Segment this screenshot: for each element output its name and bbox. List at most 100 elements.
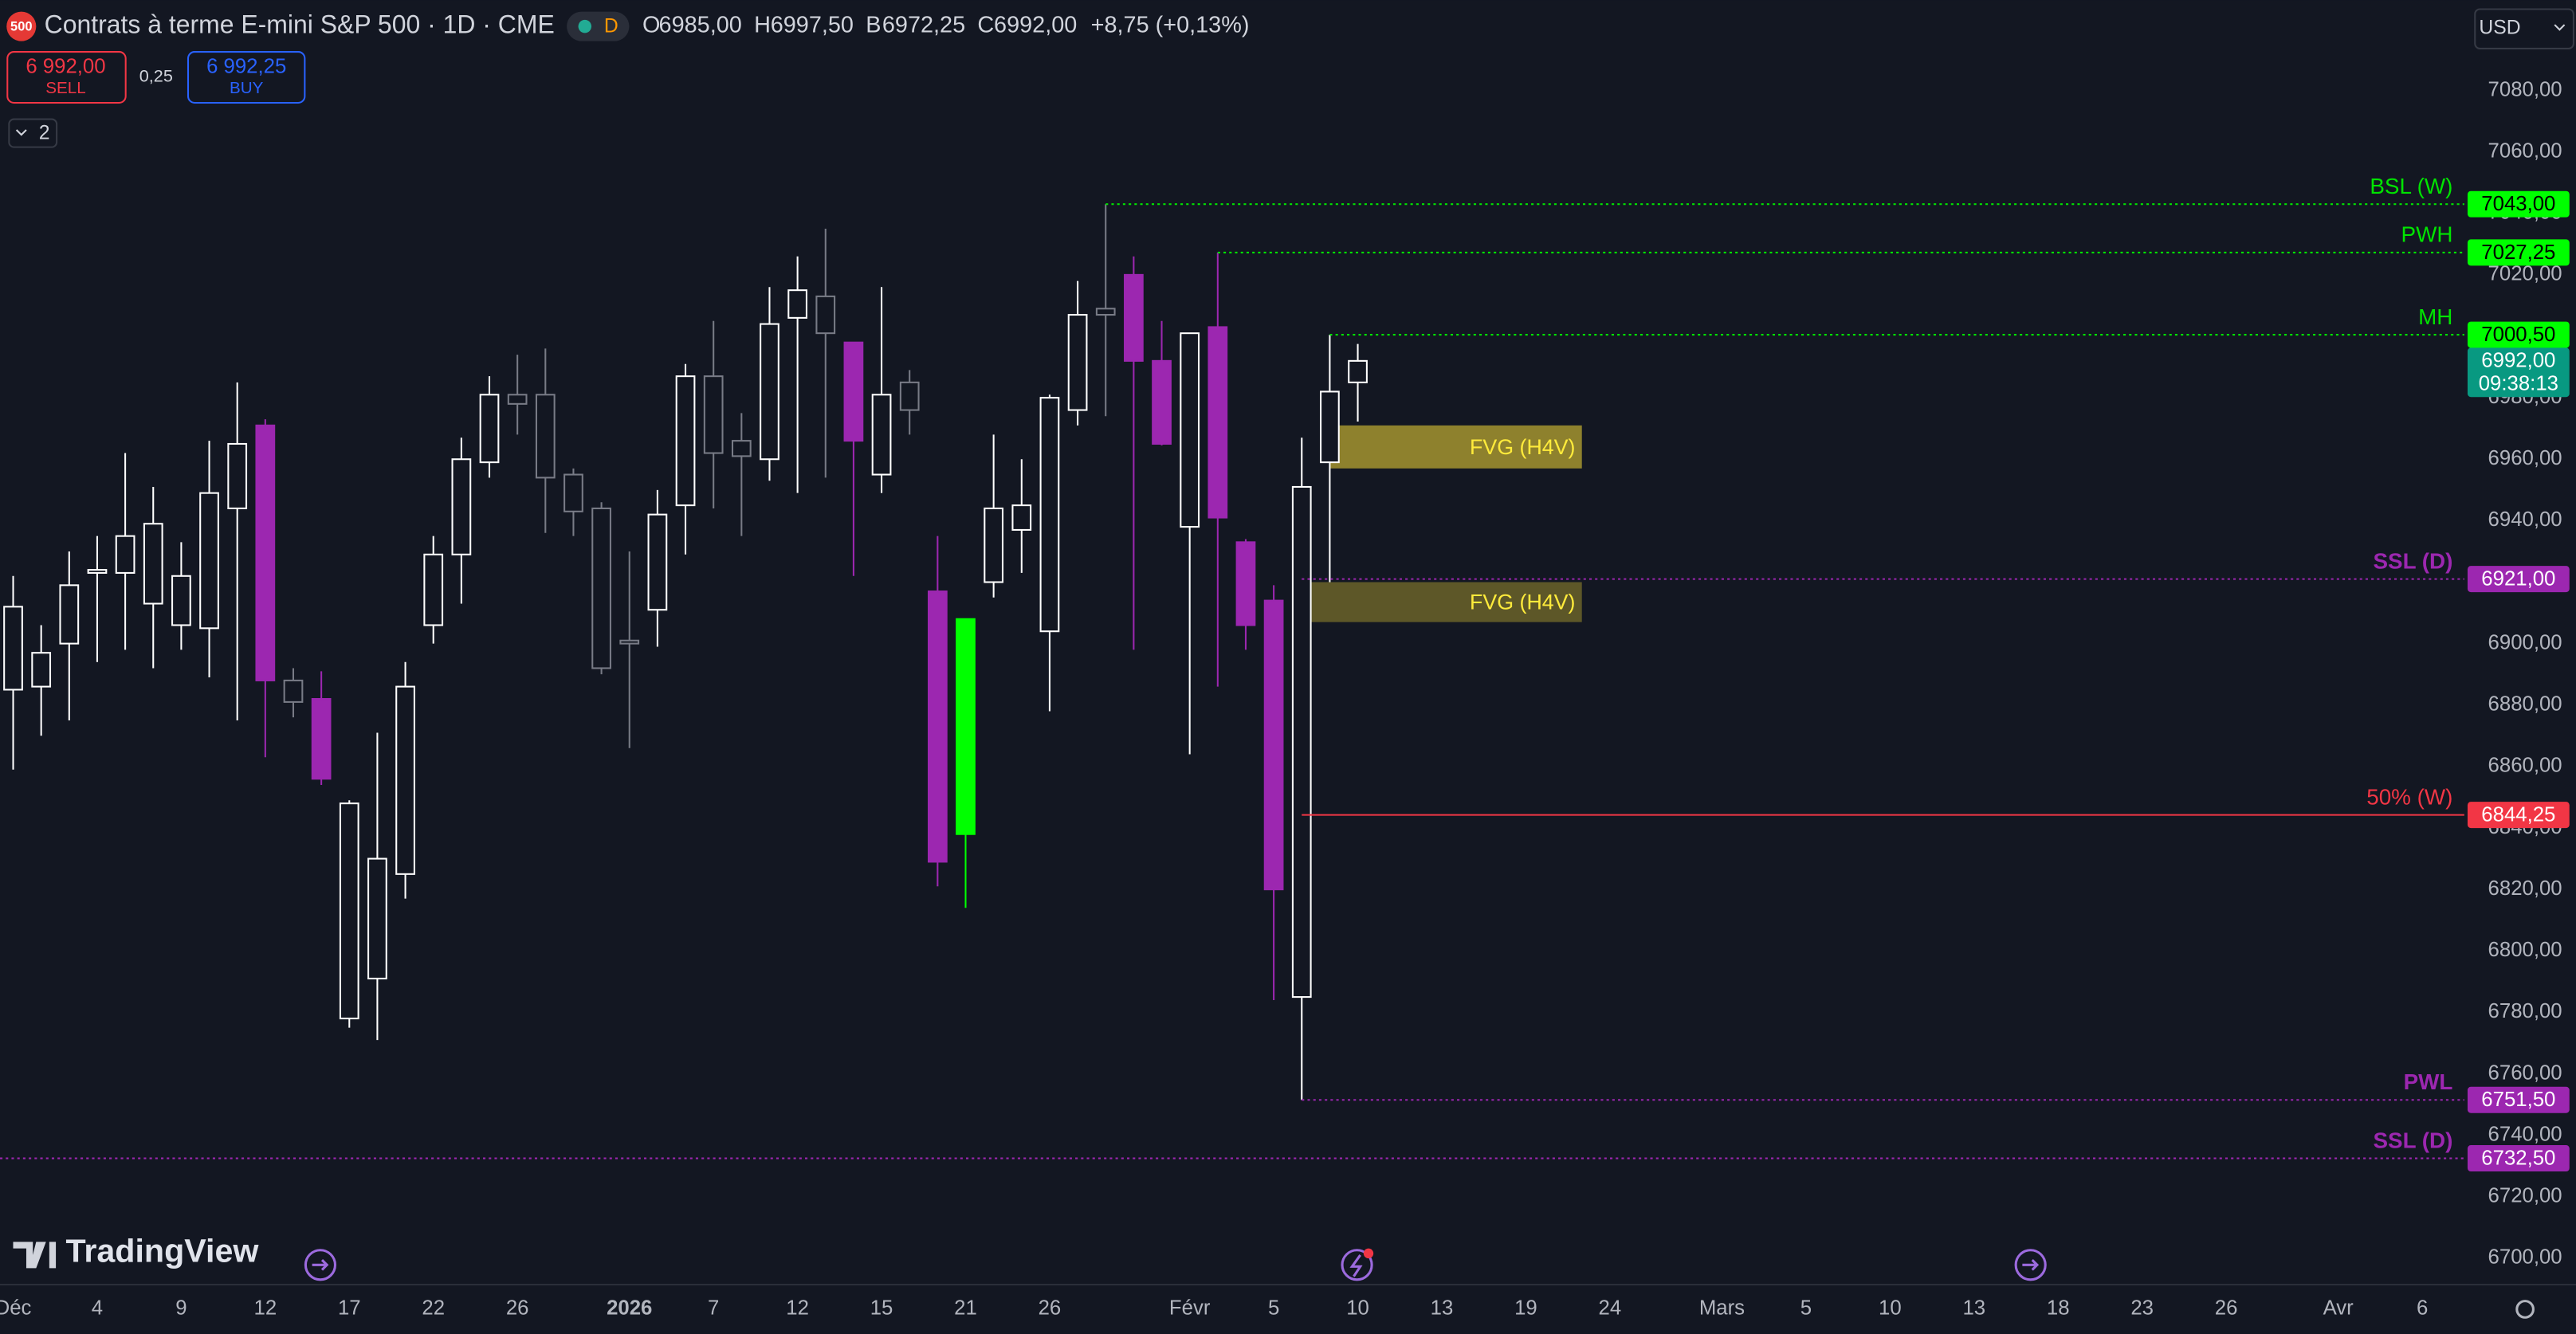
event-icon[interactable] xyxy=(2014,1249,2047,1281)
y-tick-label: 6760,00 xyxy=(2488,1061,2562,1084)
x-tick-label: 21 xyxy=(954,1297,977,1320)
candle-body xyxy=(1011,504,1032,531)
level-name: SSL (D) xyxy=(2373,548,2452,573)
ohlc-key: H xyxy=(754,13,771,38)
candle-body xyxy=(115,535,135,574)
candle-body xyxy=(815,295,836,335)
x-tick-label: 9 xyxy=(175,1297,187,1320)
candle-body xyxy=(255,424,276,681)
candle-body xyxy=(423,553,444,626)
candle-body xyxy=(227,442,248,509)
event-icons xyxy=(304,1249,2047,1281)
candle-body xyxy=(871,394,892,476)
x-tick-label: 26 xyxy=(2215,1297,2238,1320)
event-arrow xyxy=(2022,1259,2040,1271)
sell-button[interactable] xyxy=(6,51,127,104)
level-name: SSL (D) xyxy=(2373,1128,2452,1152)
y-tick-label: 6960,00 xyxy=(2488,447,2562,469)
symbol-badge[interactable] xyxy=(6,11,37,41)
event-bolt xyxy=(1349,1254,1363,1277)
level-name: 50% (W) xyxy=(2366,784,2452,809)
status-pill[interactable] xyxy=(567,11,630,41)
x-tick-label: 12 xyxy=(786,1297,809,1320)
level-price-label: 6844,25 xyxy=(2481,803,2555,826)
y-tick-label: 6780,00 xyxy=(2488,1000,2562,1022)
plot-area: FVG (H4V) FVG (H4V) BSL (W) PWH MH SSL (D) 50%… xyxy=(0,174,2464,1159)
candle-body xyxy=(1348,359,1368,383)
y-tick-label: 6700,00 xyxy=(2488,1246,2562,1269)
level-name: BSL (W) xyxy=(2370,174,2452,198)
level-price-label: 7027,25 xyxy=(2481,241,2555,264)
level-price-label: 6732,50 xyxy=(2481,1147,2555,1169)
x-tick-label: 6 xyxy=(2417,1297,2428,1320)
candle-body xyxy=(451,458,472,555)
candle-body xyxy=(3,606,23,691)
buy-button[interactable] xyxy=(187,51,306,104)
event-icon[interactable] xyxy=(1341,1249,1373,1281)
candle-body xyxy=(787,289,807,319)
x-tick-label: 5 xyxy=(1800,1297,1812,1320)
candle-body xyxy=(283,679,304,703)
level-name: PWL xyxy=(2404,1069,2453,1094)
ohlc-key: B xyxy=(866,13,881,38)
candle-body xyxy=(1180,332,1200,528)
chevron-icon xyxy=(15,129,27,136)
y-tick-label: 6940,00 xyxy=(2488,508,2562,531)
candle-body xyxy=(1124,273,1144,362)
x-tick-label: 23 xyxy=(2130,1297,2154,1320)
sell-price: 6 992,00 xyxy=(26,55,105,77)
candle-body xyxy=(564,473,583,512)
x-tick-label: 22 xyxy=(422,1297,445,1320)
x-tick-label: 18 xyxy=(2047,1297,2070,1320)
level-price-box xyxy=(2467,239,2570,266)
fvg-zone xyxy=(1302,582,1582,622)
level-price-box xyxy=(2467,190,2570,218)
buy-label: BUY xyxy=(230,79,264,97)
ohlc-key: O xyxy=(642,13,660,38)
x-tick-label: 7 xyxy=(708,1297,719,1320)
change-text: +8,75 (+0,13%) xyxy=(1091,13,1250,38)
candle-body xyxy=(1152,359,1172,445)
level-price-box xyxy=(2467,321,2570,348)
brand-logo xyxy=(13,1242,57,1269)
indicators-toggle[interactable] xyxy=(8,118,58,148)
status-dot xyxy=(578,19,592,33)
ohlc-value: 6992,00 xyxy=(994,13,1077,38)
status-text: D xyxy=(604,16,618,37)
candle-body xyxy=(1235,541,1256,626)
ohlc-key: C xyxy=(977,13,994,38)
event-icon[interactable] xyxy=(304,1249,337,1281)
x-tick-label: 12 xyxy=(254,1297,277,1320)
fvg-zone xyxy=(1329,425,1582,469)
currency-select[interactable] xyxy=(2474,8,2574,49)
fvg-label: FVG (H4V) xyxy=(1470,590,1575,614)
level-price-label: 6751,50 xyxy=(2481,1089,2555,1111)
candle-body xyxy=(591,507,611,669)
candle-body xyxy=(535,394,556,479)
candle-body xyxy=(507,394,528,405)
candle-body xyxy=(171,575,191,626)
symbol-title[interactable]: Contrats à terme E-mini S&P 500 · 1D · C… xyxy=(45,10,555,39)
candle-body xyxy=(199,492,219,630)
level-price-label: 7043,00 xyxy=(2481,193,2555,215)
settings-icon[interactable] xyxy=(2515,1300,2535,1319)
last-price-label: 6992,00 xyxy=(2481,350,2555,372)
x-tick-label: 4 xyxy=(92,1297,103,1320)
level-name: MH xyxy=(2418,304,2452,329)
level-price-label: 7000,50 xyxy=(2481,324,2555,346)
x-tick-label: 10 xyxy=(1879,1297,1902,1320)
candle-body xyxy=(1039,397,1060,633)
x-tick-label: 13 xyxy=(1431,1297,1454,1320)
candle-body xyxy=(1067,313,1088,411)
y-tick-label: 7080,00 xyxy=(2488,78,2562,100)
x-tick-label: 10 xyxy=(1346,1297,1369,1320)
brand-name: TradingView xyxy=(65,1233,259,1269)
level-price-label: 6921,00 xyxy=(2481,567,2555,590)
countdown-label: 09:38:13 xyxy=(2479,373,2558,395)
y-tick-label: 6880,00 xyxy=(2488,693,2562,716)
symbol-badge-text: 500 xyxy=(10,20,32,34)
candle-body xyxy=(1320,390,1340,464)
